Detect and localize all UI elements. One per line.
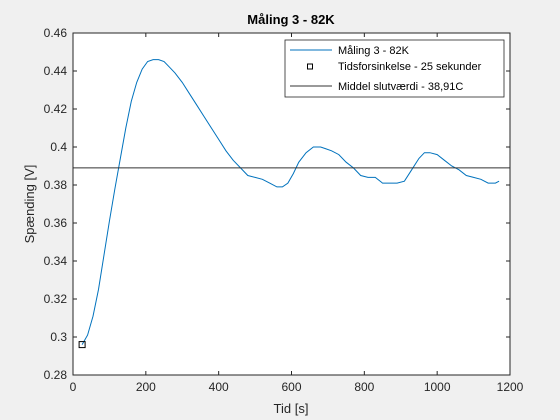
legend-marker-delay <box>307 63 313 70</box>
y-tick-label: 0.38 <box>44 178 68 192</box>
x-tick-label: 800 <box>354 380 374 394</box>
x-tick-label: 200 <box>136 380 156 394</box>
y-axis-label: Spænding [V] <box>22 165 37 244</box>
x-tick-label: 1000 <box>424 380 451 394</box>
series-layer <box>73 59 510 349</box>
y-tick-label: 0.44 <box>44 64 68 78</box>
x-axis-ticks: 0 200 400 600 800 1000 1200 <box>70 33 524 394</box>
chart-title: Måling 3 - 82K <box>247 12 335 27</box>
x-tick-label: 600 <box>281 380 301 394</box>
legend-label-delay: Tidsforsinkelse - 25 sekunder <box>338 61 482 73</box>
legend-label-measurement: Måling 3 - 82K <box>338 45 410 57</box>
x-tick-label: 400 <box>209 380 229 394</box>
y-tick-label: 0.28 <box>44 368 68 382</box>
x-tick-label: 1200 <box>497 380 524 394</box>
y-tick-label: 0.46 <box>44 26 68 40</box>
y-tick-label: 0.3 <box>50 330 67 344</box>
y-tick-label: 0.42 <box>44 102 68 116</box>
legend: Måling 3 - 82K Tidsforsinkelse - 25 seku… <box>284 39 505 98</box>
y-tick-label: 0.4 <box>50 140 67 154</box>
x-tick-label: 0 <box>70 380 77 394</box>
x-axis-label: Tid [s] <box>274 401 309 416</box>
delay-marker <box>78 341 86 349</box>
y-tick-label: 0.34 <box>44 254 68 268</box>
y-tick-label: 0.36 <box>44 216 68 230</box>
legend-label-mean: Middel slutværdi - 38,91C <box>338 81 463 93</box>
measurement-line <box>81 59 500 345</box>
y-axis-ticks: 0.28 0.3 0.32 0.34 0.36 0.38 0.4 0.42 0.44 0.46 <box>44 26 510 382</box>
y-tick-label: 0.32 <box>44 292 68 306</box>
